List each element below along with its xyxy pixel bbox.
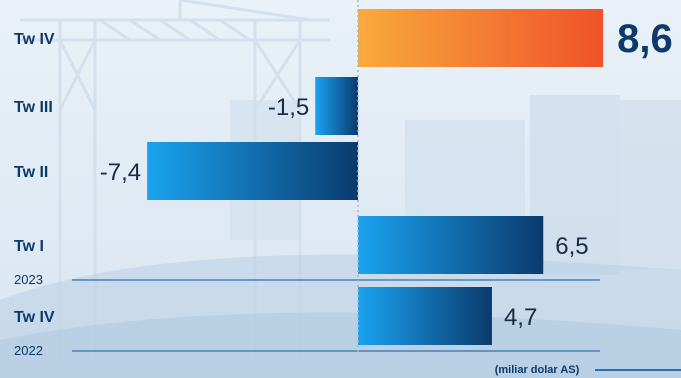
value-label-1: 8,6	[617, 17, 673, 61]
bar-3	[147, 142, 358, 200]
bar-5	[358, 287, 492, 345]
year-label-4: 2023	[14, 272, 43, 287]
value-label-2: -1,5	[268, 94, 309, 121]
category-labels: Tw IV Tw III Tw II Tw I 2023 Tw IV 2022	[14, 31, 55, 358]
category-label-3: Tw II	[14, 164, 48, 181]
value-label-5: 4,7	[504, 304, 537, 331]
category-label-5: Tw IV	[14, 309, 55, 326]
bar-1	[358, 9, 604, 67]
bar-4	[358, 216, 544, 274]
value-labels: 8,6 -1,5 -7,4 6,5 4,7	[100, 17, 673, 331]
bar-2	[315, 77, 358, 135]
bars-group	[147, 9, 604, 345]
category-label-4: Tw I	[14, 238, 44, 255]
value-label-3: -7,4	[100, 159, 141, 186]
unit-note: (miliar dolar AS)	[495, 364, 580, 376]
category-label-1: Tw IV	[14, 31, 55, 48]
year-divider-lines	[72, 279, 600, 352]
year-label-5: 2022	[14, 343, 43, 358]
value-label-4: 6,5	[555, 233, 588, 260]
category-label-2: Tw III	[14, 99, 53, 116]
